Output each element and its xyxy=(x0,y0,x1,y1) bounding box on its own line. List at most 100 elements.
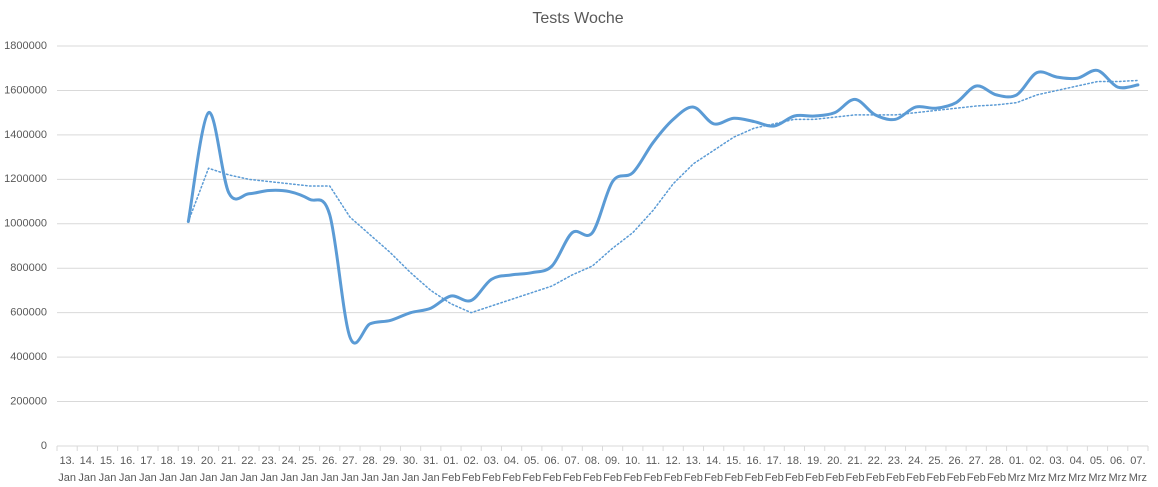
x-tick-label: 04. Feb xyxy=(502,455,522,484)
x-tick-label: 11. Feb xyxy=(643,455,663,484)
x-tick-label-box: 14. Jan xyxy=(78,455,97,484)
y-tick-label: 1400000 xyxy=(4,129,47,141)
x-tick-label: 16. Feb xyxy=(744,455,764,484)
x-tick-label: 22. Jan xyxy=(240,455,258,484)
x-tick-label: 24. Feb xyxy=(906,455,926,484)
x-tick-label: 21. Feb xyxy=(845,455,865,484)
y-tick-label: 200000 xyxy=(10,395,47,407)
x-tick-label: 23. Jan xyxy=(260,455,278,484)
y-tick-label: 1600000 xyxy=(4,84,47,96)
x-tick-label-box: 24. Feb xyxy=(906,455,926,484)
x-tick-label: 30. Jan xyxy=(401,455,420,484)
x-tick-label-box: 24. Jan xyxy=(280,455,299,484)
x-tick-label-box: 28. Jan xyxy=(361,455,380,484)
x-tick-label: 02. Mrz xyxy=(1027,455,1047,484)
x-tick-label-box: 04. Feb xyxy=(502,455,522,484)
x-tick-label-box: 05. Feb xyxy=(522,455,541,484)
x-tick-label-box: 19. Feb xyxy=(805,455,825,484)
x-tick-label: 12. Feb xyxy=(663,455,683,484)
y-tick-label: 0 xyxy=(41,440,47,452)
x-tick-label-box: 13. Jan xyxy=(58,455,76,484)
x-tick-label-box: 19. Jan xyxy=(179,455,198,484)
x-tick-label: 20. Jan xyxy=(199,455,218,484)
x-tick-label: 18. Feb xyxy=(784,455,804,484)
x-tick-label-box: 22. Feb xyxy=(865,455,885,484)
x-tick-label-box: 23. Jan xyxy=(260,455,278,484)
x-tick-label: 27. Feb xyxy=(966,455,986,484)
x-tick-label: 17. Jan xyxy=(139,455,157,484)
x-tick-label: 19. Feb xyxy=(805,455,825,484)
x-tick-label: 01. Feb xyxy=(441,455,461,484)
x-tick-label: 26. Feb xyxy=(946,455,966,484)
x-tick-label: 01. Mrz xyxy=(1007,455,1026,484)
x-tick-label-box: 05. Mrz xyxy=(1088,455,1107,484)
x-tick-label-box: 26. Jan xyxy=(320,455,339,484)
x-tick-label: 13. Feb xyxy=(683,455,703,484)
y-tick-label: 1800000 xyxy=(4,40,47,52)
x-tick-label: 17. Feb xyxy=(764,455,784,484)
x-tick-label-box: 21. Jan xyxy=(219,455,238,484)
x-tick-label: 15. Feb xyxy=(724,455,744,484)
x-tick-label-box: 23. Feb xyxy=(885,455,905,484)
x-tick-label-box: 12. Feb xyxy=(663,455,683,484)
x-tick-label-box: 01. Feb xyxy=(441,455,461,484)
x-tick-label: 05. Mrz xyxy=(1088,455,1107,484)
x-tick-label: 16. Jan xyxy=(118,455,137,484)
x-tick-label-box: 04. Mrz xyxy=(1068,455,1086,484)
x-tick-label-box: 16. Feb xyxy=(744,455,764,484)
x-tick-label-box: 21. Feb xyxy=(845,455,865,484)
x-tick-label: 20. Feb xyxy=(825,455,845,484)
x-tick-label: 06. Mrz xyxy=(1108,455,1127,484)
x-tick-label-box: 09. Feb xyxy=(603,455,622,484)
x-tick-label-box: 06. Mrz xyxy=(1108,455,1127,484)
x-tick-label: 14. Jan xyxy=(78,455,97,484)
x-tick-label-box: 27. Feb xyxy=(966,455,986,484)
x-tick-label-box: 25. Feb xyxy=(926,455,946,484)
x-tick-label-box: 08. Feb xyxy=(582,455,602,484)
y-tick-label: 1000000 xyxy=(4,218,47,230)
x-tick-label: 25. Feb xyxy=(926,455,946,484)
x-tick-label: 21. Jan xyxy=(219,455,238,484)
x-tick-label: 25. Jan xyxy=(300,455,319,484)
x-tick-label: 07. Mrz xyxy=(1128,455,1148,484)
x-tick-label: 03. Mrz xyxy=(1047,455,1067,484)
x-tick-label: 02. Feb xyxy=(461,455,481,484)
x-tick-label-box: 30. Jan xyxy=(401,455,420,484)
y-tick-label: 1200000 xyxy=(4,173,47,185)
x-tick-label: 24. Jan xyxy=(280,455,299,484)
x-tick-label-box: 07. Feb xyxy=(562,455,582,484)
x-tick-label-box: 07. Mrz xyxy=(1128,455,1148,484)
x-tick-label: 06. Feb xyxy=(542,455,562,484)
y-tick-label: 400000 xyxy=(10,351,47,363)
x-tick-label: 18. Jan xyxy=(159,455,177,484)
x-tick-label: 19. Jan xyxy=(179,455,198,484)
x-tick-label-box: 28. Feb xyxy=(987,455,1006,484)
x-tick-label-box: 11. Feb xyxy=(643,455,663,484)
x-tick-label: 27. Jan xyxy=(341,455,359,484)
x-tick-label-box: 26. Feb xyxy=(946,455,966,484)
x-tick-label-box: 10. Feb xyxy=(623,455,642,484)
x-tick-label: 14. Feb xyxy=(704,455,724,484)
x-tick-label-box: 02. Feb xyxy=(461,455,481,484)
y-tick-label: 600000 xyxy=(10,307,47,319)
y-tick-label: 800000 xyxy=(10,262,47,274)
x-tick-label-box: 22. Jan xyxy=(240,455,258,484)
x-tick-label-box: 15. Jan xyxy=(98,455,117,484)
x-tick-label: 23. Feb xyxy=(885,455,905,484)
x-tick-label-box: 25. Jan xyxy=(300,455,319,484)
x-tick-label: 15. Jan xyxy=(98,455,117,484)
x-tick-label: 26. Jan xyxy=(320,455,339,484)
x-tick-label: 03. Feb xyxy=(481,455,501,484)
x-tick-label: 13. Jan xyxy=(58,455,76,484)
x-tick-label: 29. Jan xyxy=(381,455,400,484)
x-tick-label: 22. Feb xyxy=(865,455,885,484)
x-tick-label: 07. Feb xyxy=(562,455,582,484)
x-tick-label-box: 03. Feb xyxy=(481,455,501,484)
x-tick-label-box: 13. Feb xyxy=(683,455,703,484)
x-tick-label-box: 20. Jan xyxy=(199,455,218,484)
x-tick-label: 28. Jan xyxy=(361,455,380,484)
x-tick-label: 08. Feb xyxy=(582,455,602,484)
x-tick-label-box: 31. Jan xyxy=(422,455,440,484)
